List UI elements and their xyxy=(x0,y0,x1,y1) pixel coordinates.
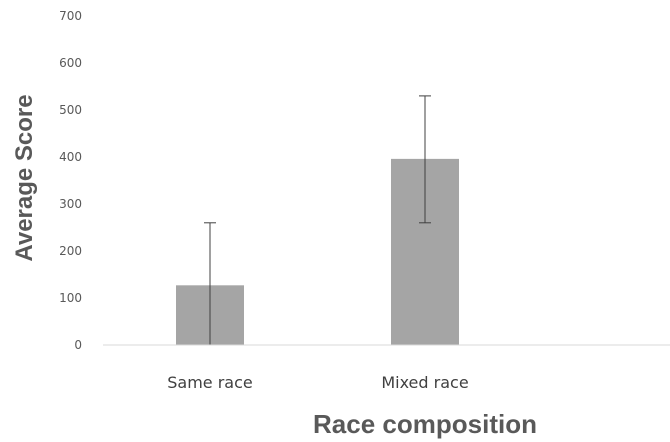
x-axis-title: Race composition xyxy=(313,409,537,439)
error-bar xyxy=(419,95,431,224)
y-axis-ticks: 0 100 200 300 400 500 600 700 xyxy=(59,9,82,352)
y-tick-label: 400 xyxy=(59,150,82,164)
y-tick-label: 700 xyxy=(59,9,82,23)
category-labels: Same race Mixed race xyxy=(167,373,468,392)
y-tick-label: 200 xyxy=(59,244,82,258)
category-label: Mixed race xyxy=(381,373,468,392)
y-tick-label: 300 xyxy=(59,197,82,211)
y-tick-label: 100 xyxy=(59,291,82,305)
y-axis-title: Average Score xyxy=(11,94,38,261)
y-tick-label: 500 xyxy=(59,103,82,117)
y-tick-label: 600 xyxy=(59,56,82,70)
bars xyxy=(176,158,459,345)
category-label: Same race xyxy=(167,373,253,392)
y-tick-label: 0 xyxy=(74,338,82,352)
